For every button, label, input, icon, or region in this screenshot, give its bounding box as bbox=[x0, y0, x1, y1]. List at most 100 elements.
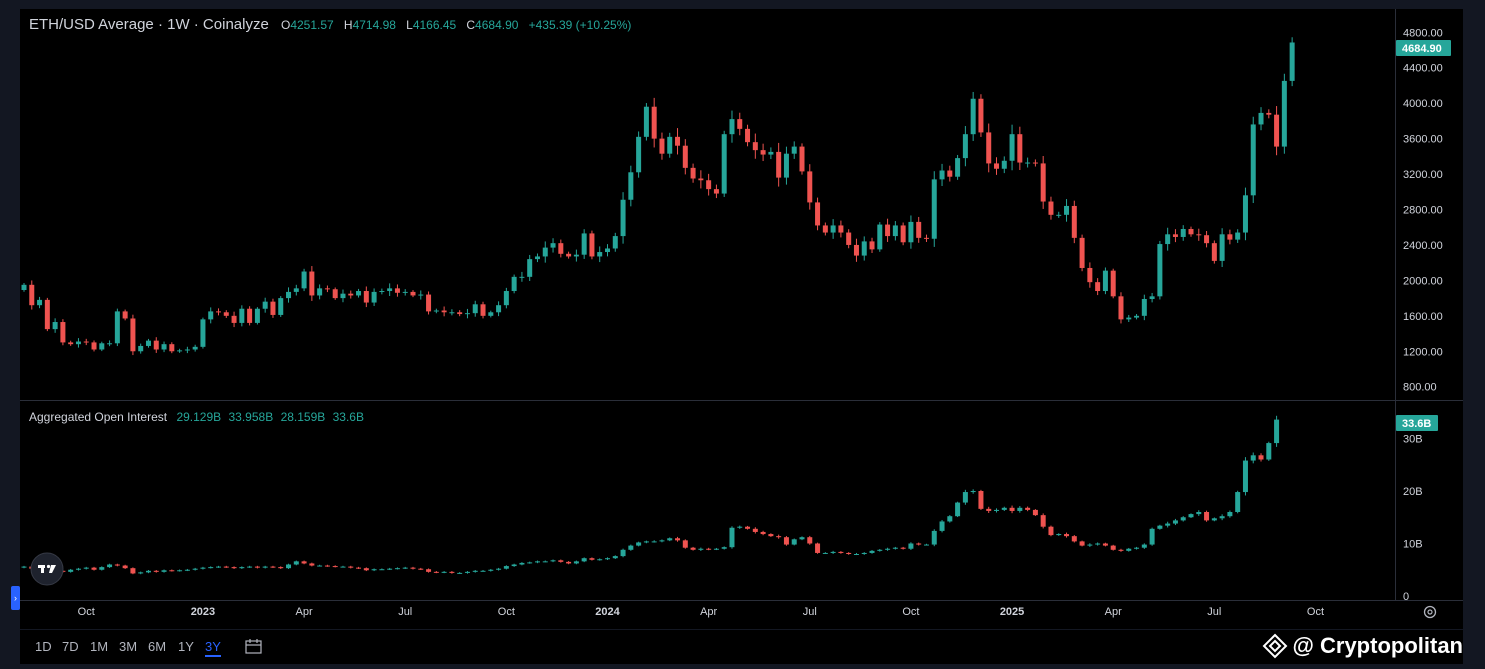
candle-body bbox=[892, 225, 898, 237]
candle-body bbox=[978, 98, 984, 133]
calendar-range-icon[interactable] bbox=[245, 638, 263, 655]
oi-tick-label: 30B bbox=[1403, 434, 1423, 446]
candle-body bbox=[752, 528, 758, 532]
candle-body bbox=[1227, 512, 1233, 517]
ohlc-close-value: 4684.90 bbox=[475, 18, 519, 32]
candle-body bbox=[433, 310, 439, 312]
candle-body bbox=[760, 150, 766, 155]
time-tick-label: Apr bbox=[1105, 606, 1122, 618]
timeframe-1y[interactable]: 1Y bbox=[178, 639, 194, 654]
candle-body bbox=[597, 252, 603, 257]
candle-body bbox=[426, 569, 432, 572]
candle-body bbox=[1165, 523, 1171, 526]
candle-body bbox=[643, 106, 649, 137]
candle-body bbox=[1071, 205, 1077, 238]
time-tick-label: Oct bbox=[498, 606, 515, 618]
candle-body bbox=[643, 541, 649, 543]
candle-body bbox=[169, 344, 175, 352]
candle-body bbox=[908, 543, 914, 549]
oi-axis[interactable]: 30B 20B 10B 0 bbox=[1403, 434, 1423, 604]
candle-body bbox=[667, 136, 673, 154]
time-tick-label: Oct bbox=[902, 606, 919, 618]
candle-body bbox=[939, 170, 945, 180]
candle-body bbox=[457, 312, 463, 315]
tradingview-logo-icon[interactable] bbox=[30, 552, 64, 586]
candle-body bbox=[628, 545, 634, 550]
candle-body bbox=[721, 547, 727, 549]
candle-body bbox=[815, 543, 821, 553]
candle-body bbox=[99, 343, 105, 350]
candle-body bbox=[1180, 228, 1186, 237]
candle-body bbox=[1048, 526, 1054, 536]
candle-body bbox=[978, 491, 984, 509]
timeframe-3m[interactable]: 3M bbox=[119, 639, 138, 654]
price-tick-label: 3600.00 bbox=[1403, 134, 1443, 146]
candle-body bbox=[99, 567, 105, 570]
candle-body bbox=[955, 158, 961, 177]
candle-body bbox=[262, 301, 268, 309]
candle-body bbox=[418, 568, 424, 570]
candle-body bbox=[1102, 270, 1108, 292]
price-candles bbox=[21, 37, 1295, 356]
candle-body bbox=[807, 537, 813, 544]
candle-body bbox=[254, 566, 260, 568]
candle-body bbox=[441, 571, 447, 573]
candle-body bbox=[861, 552, 867, 554]
timeframe-3y[interactable]: 3Y bbox=[205, 639, 221, 657]
candle-body bbox=[916, 543, 922, 545]
candle-body bbox=[122, 311, 128, 319]
candle-body bbox=[1149, 528, 1155, 545]
candle-body bbox=[1188, 228, 1194, 235]
sidebar-toggle-icon[interactable]: › bbox=[11, 586, 20, 610]
candle-body bbox=[1141, 544, 1147, 548]
timeframe-1m[interactable]: 1M bbox=[90, 639, 109, 654]
price-tick-label: 3200.00 bbox=[1403, 169, 1443, 181]
candle-body bbox=[394, 568, 400, 570]
candle-body bbox=[776, 151, 782, 178]
candle-body bbox=[286, 564, 292, 569]
candle-body bbox=[301, 561, 307, 564]
candle-body bbox=[418, 294, 424, 296]
candle-body bbox=[138, 572, 144, 574]
candle-body bbox=[472, 570, 478, 572]
candle-body bbox=[169, 570, 175, 572]
candle-body bbox=[192, 568, 198, 570]
timeframe-1d[interactable]: 1D bbox=[35, 639, 52, 654]
candle-body bbox=[223, 566, 229, 568]
candle-body bbox=[1095, 543, 1101, 545]
candle-body bbox=[309, 271, 315, 296]
candle-body bbox=[1157, 525, 1163, 529]
candle-body bbox=[153, 340, 159, 350]
time-axis[interactable]: Oct 2023 Apr Jul Oct 2024 Apr Jul Oct 2025 Apr Jul O… bbox=[78, 606, 1324, 618]
ohlc-low-value: 4166.45 bbox=[413, 18, 457, 32]
last-oi-badge bbox=[1396, 415, 1438, 431]
candle-body bbox=[853, 244, 859, 256]
candle-body bbox=[706, 180, 712, 190]
chart-area[interactable]: ETH/USD Average · 1W · Coinalyze O4251.5… bbox=[20, 9, 1463, 629]
candle-body bbox=[262, 566, 268, 568]
ohlc-open-value: 4251.57 bbox=[290, 18, 334, 32]
candle-body bbox=[900, 547, 906, 549]
ohlc-low-label: L bbox=[406, 18, 413, 32]
timeframe-6m[interactable]: 6M bbox=[148, 639, 167, 654]
candle-body bbox=[1204, 235, 1210, 244]
candle-body bbox=[254, 308, 260, 323]
ohlc-high-label: H bbox=[344, 18, 353, 32]
candle-body bbox=[986, 508, 992, 511]
candle-body bbox=[931, 530, 937, 545]
candle-body bbox=[542, 247, 548, 257]
candle-body bbox=[612, 556, 618, 559]
candle-body bbox=[877, 549, 883, 551]
candle-body bbox=[931, 179, 937, 239]
timeframe-7d[interactable]: 7D bbox=[62, 639, 79, 654]
candle-body bbox=[83, 567, 89, 569]
candle-body bbox=[768, 534, 774, 537]
last-price-label: 4684.90 bbox=[1402, 43, 1442, 55]
candle-body bbox=[916, 221, 922, 238]
chart-canvas[interactable]: ETH/USD Average · 1W · Coinalyze O4251.5… bbox=[20, 9, 1463, 629]
settings-gear-icon[interactable] bbox=[1423, 605, 1437, 619]
price-axis[interactable]: 4800.00 4400.00 4000.00 3600.00 3200.00 2800.… bbox=[1403, 27, 1443, 393]
candle-body bbox=[612, 236, 618, 249]
candle-body bbox=[332, 289, 338, 299]
candle-body bbox=[1165, 234, 1171, 245]
